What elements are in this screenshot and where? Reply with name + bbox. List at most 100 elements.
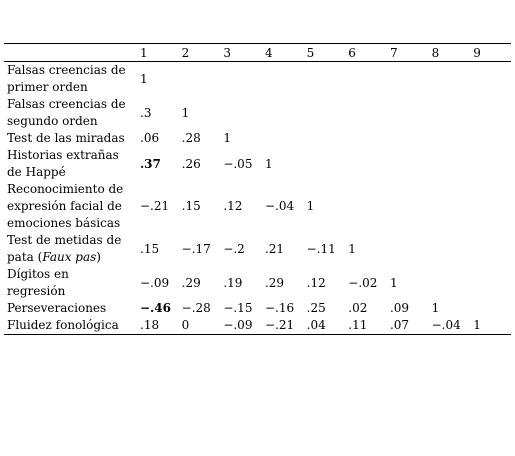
row-label-text: Reconocimiento de expresión facial de em… <box>7 182 124 230</box>
value-cell: .18 <box>140 318 160 332</box>
empty-cell <box>469 181 511 232</box>
empty-cell <box>428 130 470 147</box>
value-cell: 1 <box>264 156 273 171</box>
empty-cell <box>219 96 261 130</box>
column-header: 9 <box>473 45 481 60</box>
empty-cell <box>469 147 511 181</box>
value-cell: .37 <box>140 156 161 171</box>
empty-cell <box>219 62 261 97</box>
empty-cell <box>469 300 511 317</box>
value-cell: .21 <box>264 241 285 256</box>
value-cell: 1 <box>431 301 440 315</box>
value-cell: −.04 <box>431 318 461 332</box>
value-cell: .09 <box>389 301 410 315</box>
table-row: Falsas creencias de primer orden 1 <box>4 62 511 97</box>
empty-cell <box>386 96 428 130</box>
column-header: 8 <box>431 45 440 60</box>
empty-cell <box>386 62 428 97</box>
value-cell: .15 <box>140 241 160 256</box>
empty-cell <box>344 62 386 97</box>
value-cell: −.11 <box>306 241 336 256</box>
row-label: Historias extrañas de Happé <box>4 147 136 181</box>
empty-cell <box>303 130 345 147</box>
row-label-text: Falsas creencias de primer orden <box>7 63 126 94</box>
table-row: Perseveraciones −.46 −.28 −.15 −.16 .25 .02 .09… <box>4 300 511 317</box>
empty-cell <box>386 130 428 147</box>
row-label-end: ) <box>96 250 101 264</box>
value-cell: .19 <box>223 275 243 290</box>
empty-cell <box>261 130 303 147</box>
row-label: Falsas creencias de segundo orden <box>4 96 136 130</box>
value-cell: −.05 <box>223 156 253 171</box>
row-label-italic: Faux pas <box>42 250 97 264</box>
header-row: 1 2 3 4 5 6 7 8 9 <box>4 43 511 62</box>
empty-cell <box>303 62 345 97</box>
value-cell: .04 <box>306 318 326 332</box>
table-body: Falsas creencias de primer orden 1 Falsas … <box>4 62 511 335</box>
empty-cell <box>428 147 470 181</box>
row-label: Test de metidas de pata (Faux pas) <box>4 232 136 266</box>
value-cell: −.2 <box>223 241 245 256</box>
empty-cell <box>344 181 386 232</box>
empty-cell <box>178 62 220 97</box>
value-cell: .28 <box>181 131 201 145</box>
empty-cell <box>469 130 511 147</box>
value-cell: .02 <box>348 301 368 315</box>
value-cell: .12 <box>223 199 243 213</box>
row-label-text: Perseveraciones <box>7 301 107 315</box>
table-row: Falsas creencias de segundo orden .3 1 <box>4 96 511 130</box>
value-cell: −.02 <box>348 275 378 290</box>
row-label: Falsas creencias de primer orden <box>4 62 136 97</box>
value-cell: −.21 <box>140 199 170 213</box>
empty-cell <box>428 266 470 300</box>
value-cell: −.09 <box>140 275 170 290</box>
empty-cell <box>386 232 428 266</box>
value-cell: .3 <box>140 105 152 120</box>
value-cell: 1 <box>223 131 231 145</box>
column-header: 4 <box>264 45 273 60</box>
value-cell: −.04 <box>264 199 295 213</box>
row-label: Dígitos en regresión <box>4 266 136 300</box>
value-cell: .11 <box>348 318 368 332</box>
empty-cell <box>469 266 511 300</box>
value-cell: .15 <box>181 199 201 213</box>
row-label: Test de las miradas <box>4 130 136 147</box>
row-label-text: Test de metidas de pata ( <box>7 233 122 264</box>
column-header: 1 <box>140 45 148 60</box>
empty-cell <box>428 181 470 232</box>
value-cell: −.21 <box>264 318 295 332</box>
value-cell: 1 <box>181 105 190 120</box>
value-cell: 1 <box>389 275 398 290</box>
value-cell: .26 <box>181 156 201 171</box>
empty-cell <box>303 96 345 130</box>
empty-cell <box>261 96 303 130</box>
empty-cell <box>469 96 511 130</box>
column-header: 6 <box>348 45 356 60</box>
empty-cell <box>386 147 428 181</box>
value-cell: .07 <box>389 318 410 332</box>
column-header: 7 <box>389 45 398 60</box>
empty-cell <box>344 130 386 147</box>
value-cell: 1 <box>140 71 148 86</box>
value-cell: −.46 <box>140 301 171 315</box>
table-row: Fluidez fonológica .18 0 −.09 −.21 .04 .11 .07 −… <box>4 317 511 335</box>
row-label-text: Test de las miradas <box>7 131 125 145</box>
empty-cell <box>469 232 511 266</box>
table-row: Test de las miradas .06 .28 1 <box>4 130 511 147</box>
value-cell: −.28 <box>181 301 211 315</box>
value-cell: 1 <box>473 318 481 332</box>
empty-cell <box>303 147 345 181</box>
value-cell: .25 <box>306 301 326 315</box>
table-row: Historias extrañas de Happé .37 .26 −.05 1 <box>4 147 511 181</box>
header-cell <box>4 44 136 62</box>
column-header: 5 <box>306 45 315 60</box>
row-label-text: Historias extrañas de Happé <box>7 148 119 179</box>
table-row: Test de metidas de pata (Faux pas) .15 −.1… <box>4 232 511 266</box>
row-label-text: Fluidez fonológica <box>7 318 119 332</box>
table-row: Reconocimiento de expresión facial de em… <box>4 181 511 232</box>
value-cell: 0 <box>181 318 190 332</box>
value-cell: −.09 <box>223 318 253 332</box>
value-cell: −.16 <box>264 301 295 315</box>
row-label: Reconocimiento de expresión facial de em… <box>4 181 136 232</box>
